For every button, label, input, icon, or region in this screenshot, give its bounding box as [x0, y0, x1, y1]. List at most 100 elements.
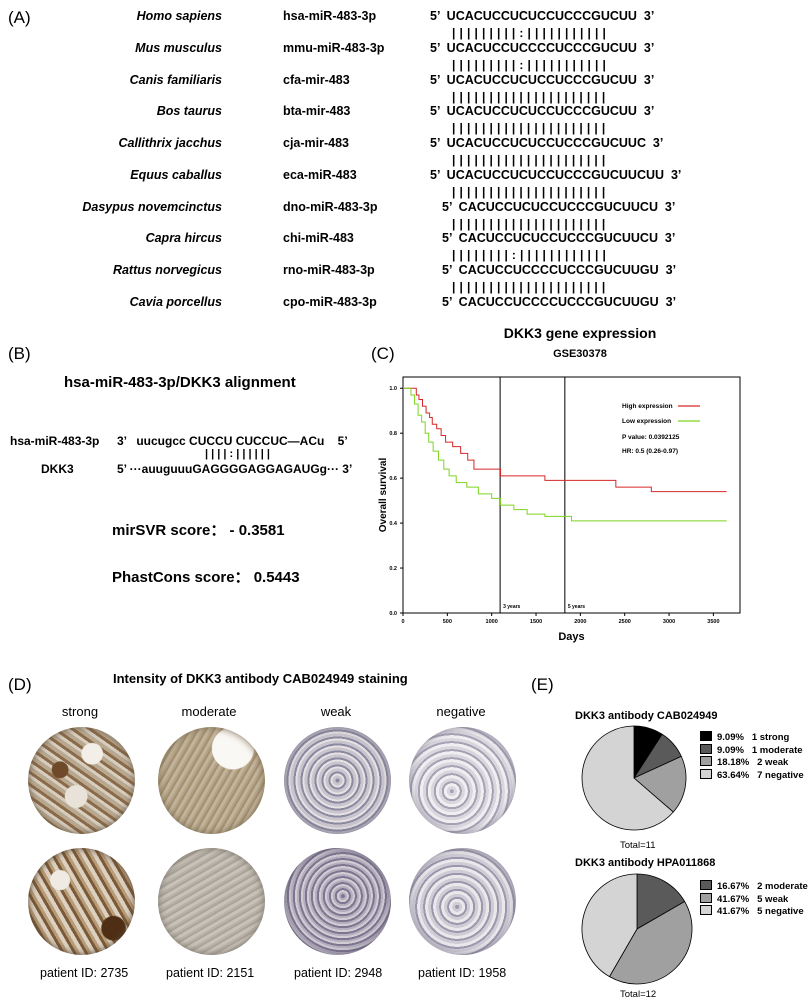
mirna-sequence: 5’ CACUCCUCCCCUCCCGUCUUGU 3’ — [442, 263, 677, 277]
legend-entry: 16.67% 2 moderate — [700, 880, 808, 893]
species-name: Canis familiaris — [129, 73, 222, 87]
mirna-sequence: 5’ UCACUCCUCUCCUCCCGUCUU 3’ — [430, 73, 655, 87]
gene-label: DKK3 — [41, 462, 74, 476]
pairing-bars: | | | | : | | | | | | — [205, 448, 271, 460]
conservation-bars: | | | | | | | | | | | | | | | | | | | | … — [452, 185, 606, 199]
mirna-id: cpo-miR-483-3p — [283, 295, 377, 309]
tissue-core-negative-2 — [409, 848, 516, 955]
conservation-bars: | | | | | | | | | | | | | | | | | | | | … — [452, 280, 606, 294]
pie-chart-hpa011868 — [581, 873, 693, 985]
conservation-bars: | | | | | | | | | | | | | | | | | | | | … — [452, 121, 606, 135]
tissue-core-strong-2 — [28, 848, 135, 955]
conservation-bars: | | | | | | | | | : | | | | | | | | | | … — [452, 58, 607, 72]
x-axis-label: Days — [558, 631, 584, 643]
y-tick-label: 0.8 — [389, 431, 397, 437]
legend-text: 18.18% 2 weak — [717, 757, 789, 768]
col-header-moderate: moderate — [181, 704, 237, 719]
legend-text: 41.67% 5 negative — [717, 906, 804, 917]
mirna-id: cja-mir-483 — [283, 136, 350, 150]
legend-swatch — [700, 731, 712, 741]
x-tick-label: 0 — [401, 619, 404, 625]
x-tick-label: 3500 — [707, 619, 719, 625]
y-tick-label: 0.4 — [389, 521, 398, 527]
pie1-total: Total=11 — [620, 840, 656, 851]
legend-entry: 9.09% 1 strong — [700, 731, 804, 744]
pie2-legend: 16.67% 2 moderate 41.67% 5 weak 41.67% 5 n… — [700, 880, 808, 918]
species-name: Equus caballus — [130, 168, 222, 182]
phastcons-score: PhastCons score： 0.5443 — [112, 569, 300, 586]
panel-label-e: (E) — [531, 675, 554, 694]
conservation-bars: | | | | | | | | | | | | | | | | | | | | … — [452, 90, 606, 104]
y-tick-label: 0.6 — [389, 476, 397, 482]
conservation-bars: | | | | | | | | | | | | | | | | | | | | … — [452, 217, 606, 231]
species-name: Bos taurus — [156, 104, 222, 118]
legend-text: 9.09% 1 moderate — [717, 744, 803, 756]
tissue-core-moderate-2 — [158, 848, 265, 955]
legend-swatch — [700, 756, 712, 766]
legend-text: 9.09% 1 strong — [717, 732, 790, 743]
pie2-total: Total=12 — [620, 989, 657, 1000]
legend-swatch — [700, 905, 712, 915]
species-name: Cavia porcellus — [129, 295, 222, 309]
legend-label: High expression — [622, 403, 673, 410]
tissue-core-negative-1 — [409, 727, 516, 834]
pie-chart-cab024949 — [581, 725, 687, 831]
mirna-id: bta-mir-483 — [283, 104, 351, 118]
conservation-bars: | | | | | | | | | | | | | | | | | | | | … — [452, 153, 606, 167]
legend-swatch — [700, 743, 712, 754]
mirna-id: dno-miR-483-3p — [283, 200, 378, 214]
mirna-sequence: 5’ CACUCCUCUCCUCCCGUCUUCU 3’ — [442, 231, 676, 245]
species-name: Capra hircus — [145, 231, 222, 245]
patient-id-moderate: patient ID: 2151 — [166, 966, 255, 980]
gene-sequence: 5’ ···auuguuuGAGGGGAGGAGAUGg··· 3’ — [117, 462, 353, 476]
pie1-title: DKK3 antibody CAB024949 — [575, 710, 718, 722]
pie2-title: DKK3 antibody HPA011868 — [575, 857, 716, 869]
patient-id-weak: patient ID: 2948 — [294, 966, 383, 980]
low-expression-curve — [403, 387, 727, 522]
col-header-strong: strong — [61, 704, 99, 719]
mirna-sequence: 5’ UCACUCCUCCCCUCCCGUCUU 3’ — [430, 41, 655, 55]
tissue-core-strong-1 — [28, 727, 135, 834]
patient-id-negative: patient ID: 1958 — [418, 966, 507, 980]
species-name: Homo sapiens — [136, 9, 222, 23]
mirna-sequence: 5’ CACUCCUCUCCUCCCGUCUUCU 3’ — [442, 200, 676, 214]
legend-entry: 41.67% 5 negative — [700, 905, 808, 918]
year-marker-label: 5 years — [568, 604, 585, 610]
x-tick-label: 1000 — [486, 619, 498, 625]
mirna-sequence: 5’ UCACUCCUCUCCUCCCGUCUU 3’ — [430, 104, 655, 118]
y-tick-label: 0.0 — [389, 611, 397, 617]
mirna-id: hsa-miR-483-3p — [283, 9, 377, 23]
pie2-slice — [581, 873, 638, 978]
mirna-id: rno-miR-483-3p — [283, 263, 375, 277]
alignment-title: hsa-miR-483-3p/DKK3 alignment — [64, 374, 296, 391]
legend-text: 41.67% 5 weak — [717, 893, 789, 905]
conservation-bars: | | | | | | | | | : | | | | | | | | | | … — [452, 26, 607, 40]
mirna-sequence: 5’ UCACUCCUCUCCUCCCGUCUUCUU 3’ — [430, 168, 682, 182]
legend-swatch — [700, 880, 712, 890]
mir-label: hsa-miR-483-3p — [10, 434, 100, 448]
mirsvr-score: mirSVR score： - 0.3581 — [112, 522, 285, 539]
legend-entry: 41.67% 5 weak — [700, 892, 808, 906]
legend-entry: 63.64% 7 negative — [700, 768, 804, 782]
mir-sequence: 3’ uucugcc CUCCU CUCCUC—ACu 5’ — [117, 434, 348, 448]
plot-frame — [402, 376, 741, 614]
species-name: Dasypus novemcinctus — [82, 200, 222, 214]
pie1-slice — [581, 725, 674, 831]
chart-subtitle: GSE30378 — [553, 348, 607, 360]
pie2-slice — [608, 900, 693, 985]
pie2-slice — [636, 873, 686, 930]
mirna-id: eca-miR-483 — [283, 168, 357, 182]
mirna-sequence: 5’ CACUCCUCCCCUCCCGUCUUGU 3’ — [442, 295, 677, 309]
legend-swatch — [700, 892, 712, 903]
survival-chart: DKK3 gene expression GSE30378 0.0 0.2 0.4 0.6… — [378, 325, 741, 643]
mirna-sequence: 5’ UCACUCCUCUCCUCCCGUCUUC 3’ — [430, 136, 664, 150]
panel-label-a: (A) — [8, 8, 31, 27]
panel-label-d: (D) — [8, 675, 32, 694]
legend-label: Low expression — [622, 418, 671, 425]
x-tick-label: 2500 — [619, 619, 631, 625]
mirna-id: cfa-mir-483 — [283, 73, 350, 87]
conservation-bars: | | | | | | | | : | | | | | | | | | | | … — [452, 248, 607, 262]
hazard-ratio-annotation: HR: 0.5 (0.26-0.97) — [622, 448, 678, 455]
col-header-weak: weak — [320, 704, 352, 719]
y-tick-label: 0.2 — [389, 566, 397, 572]
